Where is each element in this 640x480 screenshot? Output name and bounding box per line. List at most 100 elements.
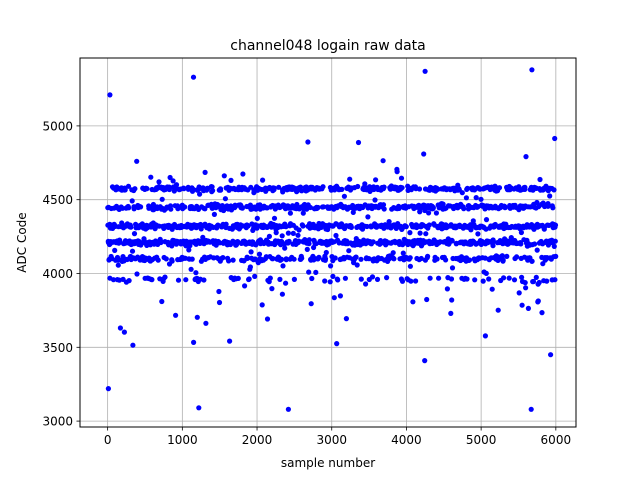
data-point (257, 202, 263, 208)
data-point (287, 210, 293, 216)
data-point (523, 154, 529, 160)
data-point (489, 286, 495, 292)
data-point (248, 184, 254, 190)
y-tick-label: 3500 (42, 341, 73, 355)
data-point (355, 183, 361, 190)
x-tick-label: 2000 (242, 433, 273, 447)
data-point (407, 230, 413, 236)
data-point (331, 295, 337, 301)
data-point (500, 257, 506, 263)
data-point (473, 195, 479, 201)
data-point (519, 302, 525, 308)
data-point (448, 276, 455, 282)
data-point (366, 256, 372, 262)
data-point (126, 205, 132, 211)
data-point (518, 229, 525, 236)
data-point (334, 341, 340, 347)
data-point (266, 233, 272, 239)
data-point (273, 230, 279, 236)
data-point (399, 278, 406, 284)
data-point (279, 291, 285, 297)
data-point (514, 254, 520, 260)
data-point (496, 185, 503, 191)
data-point (421, 151, 427, 157)
data-point (222, 196, 228, 202)
data-point (358, 256, 364, 262)
x-axis-label: sample number (281, 456, 375, 470)
data-point (399, 185, 405, 191)
x-tick-label: 0 (104, 433, 112, 447)
data-point (159, 298, 165, 305)
data-point (221, 173, 227, 179)
data-point (316, 254, 322, 260)
data-point (550, 205, 556, 211)
data-point (408, 278, 414, 284)
data-point (315, 204, 321, 211)
data-point (537, 176, 543, 183)
data-point (386, 219, 392, 225)
data-point (320, 204, 327, 210)
data-point (291, 276, 297, 282)
data-point (307, 204, 313, 211)
data-point (131, 231, 138, 237)
data-point (279, 233, 285, 239)
data-point (260, 177, 266, 183)
data-point (330, 273, 336, 279)
data-point (519, 274, 525, 280)
data-point (128, 224, 134, 230)
data-point (163, 256, 169, 262)
data-point (368, 224, 374, 230)
data-point (475, 231, 481, 237)
data-point (418, 255, 424, 262)
data-point (370, 239, 376, 245)
data-point (125, 183, 132, 189)
x-tick-label: 4000 (391, 433, 422, 447)
data-point (279, 256, 285, 262)
data-point (277, 276, 283, 282)
data-point (173, 182, 180, 188)
data-point (327, 279, 333, 285)
data-point (299, 255, 305, 261)
data-point (290, 230, 296, 236)
data-point (259, 302, 265, 308)
data-point (495, 307, 501, 313)
data-point (444, 286, 450, 292)
data-point (480, 278, 486, 284)
data-point (248, 249, 254, 255)
data-point (472, 277, 478, 283)
data-point (309, 275, 315, 282)
data-point (534, 247, 540, 253)
data-point (240, 171, 246, 177)
data-point (226, 258, 232, 264)
data-point (348, 224, 354, 230)
data-point (320, 184, 326, 190)
data-point (267, 275, 273, 281)
data-point (553, 253, 559, 259)
data-point (305, 139, 311, 145)
data-point (422, 68, 428, 74)
chart-title: channel048 logain raw data (230, 38, 425, 54)
data-point (347, 176, 353, 182)
data-point (276, 184, 282, 190)
data-point (130, 342, 136, 348)
data-point (246, 276, 252, 282)
data-point (306, 269, 312, 275)
data-point (547, 193, 553, 199)
data-point (211, 211, 217, 217)
data-point (381, 206, 387, 212)
data-point (502, 204, 508, 210)
y-axis-label: ADC Code (15, 212, 29, 272)
data-point (202, 206, 208, 212)
data-point (528, 406, 534, 412)
data-point (552, 277, 558, 283)
data-point (173, 312, 179, 318)
x-tick-label: 3000 (316, 433, 347, 447)
data-point (134, 158, 140, 164)
data-point (499, 253, 505, 259)
data-point (121, 329, 127, 335)
data-point (283, 280, 289, 286)
data-point (426, 210, 432, 216)
y-tick-label: 3000 (42, 415, 73, 429)
data-point (422, 358, 428, 364)
